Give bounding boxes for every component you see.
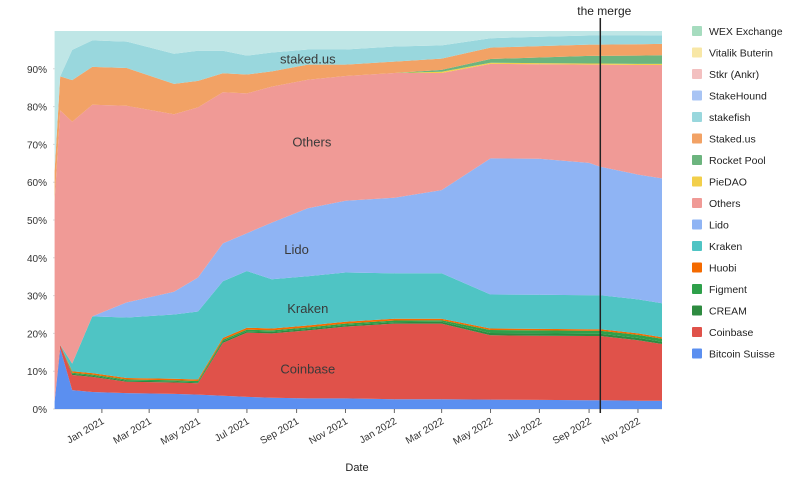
legend-swatch-wex-exchange <box>692 26 702 36</box>
legend-swatch-stkr-ankr <box>692 69 702 79</box>
area-series <box>54 31 663 409</box>
legend-label-figment: Figment <box>709 284 747 296</box>
y-tick-label: 40% <box>27 254 47 265</box>
x-tick-label: Sep 2021 <box>259 416 302 447</box>
legend-swatch-staked-us <box>692 133 702 144</box>
legend-swatch-lido <box>692 219 702 230</box>
y-tick-label: 10% <box>27 367 47 378</box>
area-staked-us <box>54 43 663 202</box>
legend: WEX Exchange Vitalik Buterin Stkr (Ankr) St… <box>692 26 783 361</box>
legend-label-stakefish: stakefish <box>709 112 751 124</box>
y-tick-label: 50% <box>27 216 47 227</box>
area-bitcoin-suisse <box>54 348 663 409</box>
series-label-kraken: Kraken <box>287 301 328 316</box>
x-tick-label: Jan 2022 <box>358 416 400 446</box>
area-stakefish <box>54 35 663 171</box>
x-tick-label: Nov 2022 <box>600 416 643 447</box>
legend-swatch-rocket-pool <box>692 155 702 165</box>
x-axis-title: Date <box>345 462 368 474</box>
x-axis: Jan 2021 Mar 2021 May 2021 Jul 2021 Sep 2021… <box>65 409 643 448</box>
y-tick-label: 70% <box>27 140 47 151</box>
x-tick-label: Jul 2021 <box>213 416 252 445</box>
legend-label-wex-exchange: WEX Exchange <box>709 26 783 38</box>
x-tick-label: Jul 2022 <box>506 416 545 445</box>
y-tick-label: 90% <box>27 65 47 76</box>
legend-swatch-vitalik-buterin <box>692 47 702 58</box>
series-label-lido: Lido <box>284 242 309 257</box>
legend-swatch-stakefish <box>692 112 702 122</box>
series-label-others: Others <box>292 135 332 150</box>
legend-swatch-coinbase <box>692 327 702 337</box>
legend-label-piedao: PieDAO <box>709 177 747 189</box>
legend-label-lido: Lido <box>709 220 729 232</box>
x-tick-label: Nov 2021 <box>307 416 350 447</box>
x-tick-label: Sep 2022 <box>551 416 594 447</box>
legend-swatch-cream <box>692 305 702 316</box>
legend-label-cream: CREAM <box>709 306 747 318</box>
y-tick-label: 20% <box>27 329 47 340</box>
legend-label-stakehound: StakeHound <box>709 91 767 103</box>
x-tick-label: May 2021 <box>159 416 203 448</box>
legend-label-bitcoin-suisse: Bitcoin Suisse <box>709 349 775 361</box>
merge-label: the merge <box>577 4 631 18</box>
legend-label-kraken: Kraken <box>709 241 742 253</box>
y-tick-label: 30% <box>27 292 47 303</box>
x-tick-label: Mar 2022 <box>404 416 446 447</box>
x-tick-label: Mar 2021 <box>112 416 154 447</box>
x-tick-label: May 2022 <box>451 416 495 448</box>
series-label-staked-us: staked.us <box>280 51 336 66</box>
legend-label-vitalik-buterin: Vitalik Buterin <box>709 48 773 60</box>
area-lido <box>54 158 663 402</box>
area-kraken <box>54 271 663 402</box>
legend-swatch-stakehound <box>692 90 702 101</box>
area-others <box>54 63 663 402</box>
y-axis: 0% 10% 20% 30% 40% 50% 60% 70% 80% 90% <box>27 65 47 416</box>
legend-label-others: Others <box>709 198 741 210</box>
area-coinbase <box>54 323 663 402</box>
series-label-coinbase: Coinbase <box>280 361 335 376</box>
in-chart-labels: staked.us Others Lido Kraken Coinbase <box>280 51 336 376</box>
legend-swatch-piedao <box>692 176 702 187</box>
legend-label-huobi: Huobi <box>709 263 736 275</box>
legend-label-stkr-ankr: Stkr (Ankr) <box>709 69 759 81</box>
x-tick-label: Jan 2021 <box>65 416 107 446</box>
legend-swatch-huobi <box>692 262 702 273</box>
annotations: the merge <box>577 4 632 413</box>
y-tick-label: 60% <box>27 178 47 189</box>
legend-swatch-bitcoin-suisse <box>692 348 702 359</box>
legend-label-rocket-pool: Rocket Pool <box>709 155 766 167</box>
legend-swatch-kraken <box>692 241 702 251</box>
y-tick-label: 0% <box>33 405 48 416</box>
legend-label-staked-us: Staked.us <box>709 134 756 146</box>
legend-label-coinbase: Coinbase <box>709 327 754 339</box>
legend-swatch-others <box>692 198 702 208</box>
legend-swatch-figment <box>692 284 702 294</box>
y-tick-label: 80% <box>27 103 47 114</box>
